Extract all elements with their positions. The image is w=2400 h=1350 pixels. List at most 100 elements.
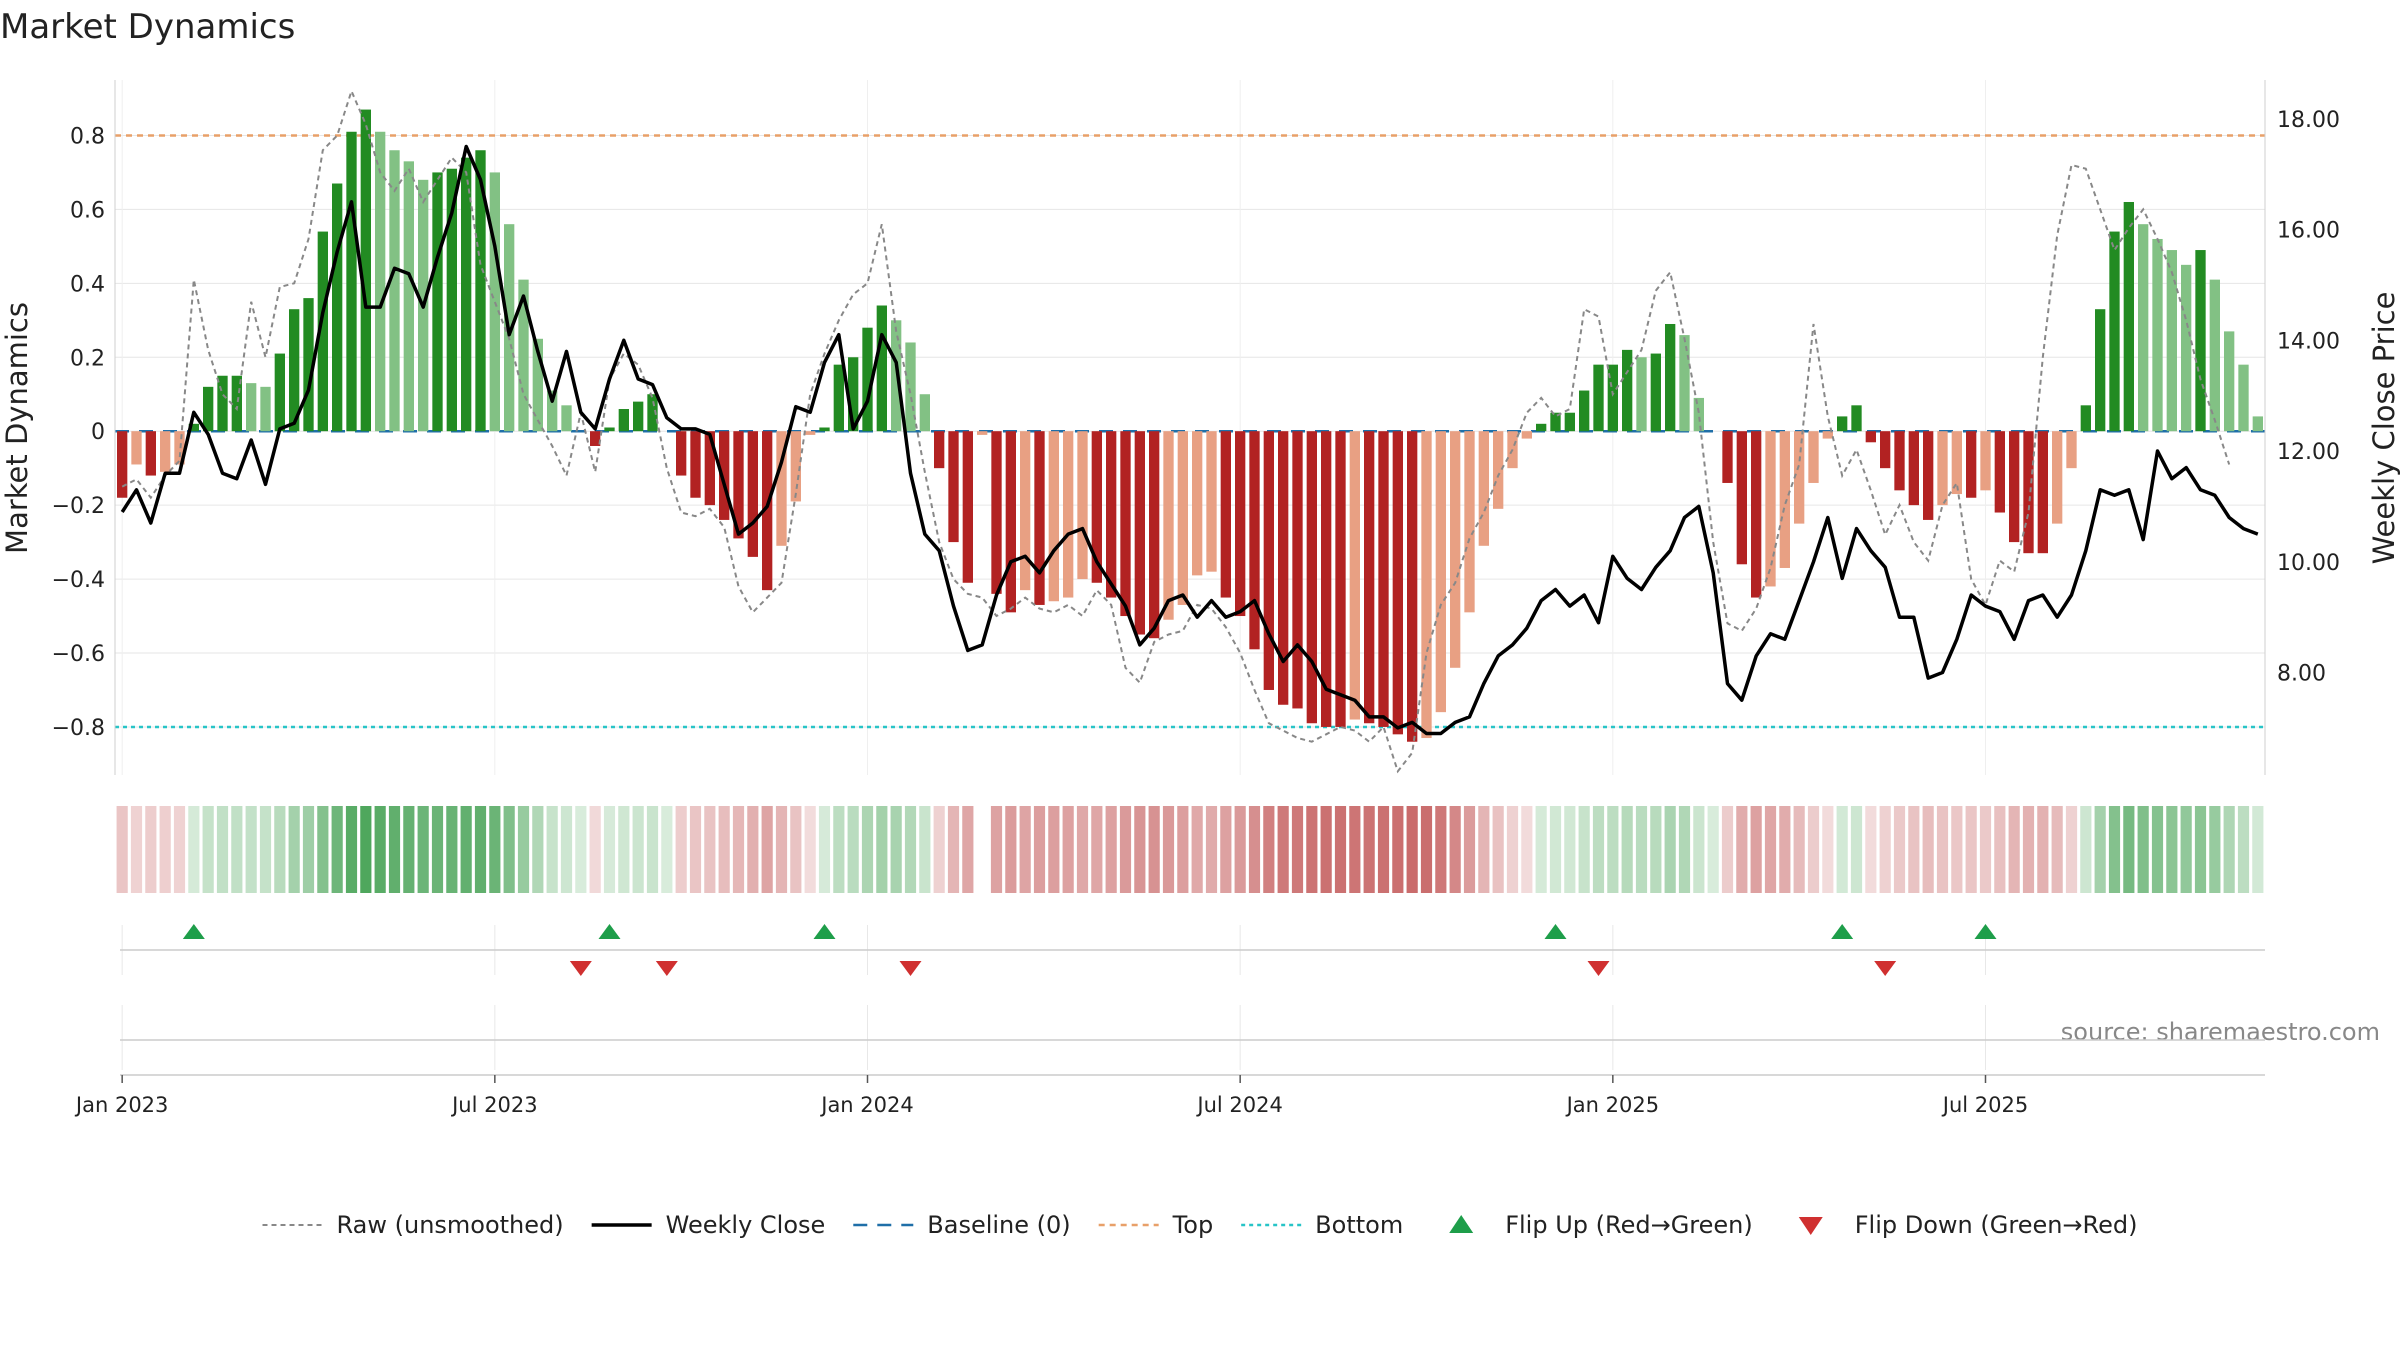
bar	[117, 431, 128, 498]
strip-cell	[1033, 806, 1046, 893]
date-tick-label: Jul 2023	[450, 1093, 537, 1117]
legend-item-baseline: Baseline (0)	[853, 1211, 1071, 1239]
strip-cell	[1363, 806, 1375, 893]
axes-layer: −0.8 −0.6 −0.4 −0.2 0 0.2 0.4 0.6 0.8 8.00 10.00 12…	[52, 80, 2340, 775]
bar	[403, 161, 414, 432]
y-tick-label: 0.4	[70, 272, 105, 297]
bar	[676, 431, 687, 476]
strip-cell	[732, 806, 745, 893]
bar	[2080, 405, 2091, 432]
strip-cell	[1807, 806, 1820, 893]
bar	[375, 131, 386, 432]
strip-cell	[933, 806, 945, 893]
strip-cell	[2065, 806, 2078, 893]
bar	[747, 431, 758, 557]
strip-cell	[1506, 806, 1519, 893]
bar	[1120, 431, 1131, 617]
flip-down-marker	[899, 961, 922, 976]
strip-cell	[618, 806, 630, 893]
strip-cell	[145, 806, 157, 893]
strip-cell	[360, 806, 372, 893]
strip-cell	[1578, 806, 1590, 893]
strip-cell	[1449, 806, 1461, 893]
bar	[1263, 431, 1274, 690]
strip-cell	[1105, 806, 1117, 893]
bar	[2181, 264, 2192, 432]
bar	[518, 279, 529, 432]
bar	[1593, 364, 1604, 432]
flip-up-marker	[598, 924, 621, 939]
bar	[2224, 331, 2235, 432]
bar	[1765, 431, 1776, 587]
strip-cell	[704, 806, 716, 893]
strip-cell	[1549, 806, 1562, 893]
bar	[1923, 431, 1934, 520]
strip-cell	[1779, 806, 1791, 893]
bar	[461, 157, 472, 432]
strip-cell	[990, 806, 1003, 893]
strip-cell	[1793, 806, 1805, 893]
bar	[231, 375, 242, 432]
bar	[2052, 431, 2063, 524]
bar	[2066, 431, 2077, 469]
strip-cell	[231, 806, 243, 893]
strip-cell	[1707, 806, 1719, 893]
strip-cell	[1119, 806, 1132, 893]
strip-cell	[1291, 806, 1304, 893]
bar	[1865, 431, 1876, 443]
bar	[690, 431, 701, 498]
strip-cell	[188, 806, 200, 893]
strip-cell	[747, 806, 759, 893]
bar	[1722, 431, 1733, 483]
legend-label: Raw (unsmoothed)	[337, 1211, 564, 1239]
strip-cell	[2252, 806, 2264, 893]
bar	[1435, 431, 1446, 713]
legend-label: Bottom	[1315, 1211, 1403, 1239]
strip-cell	[1062, 806, 1074, 893]
flip-down-marker	[569, 961, 592, 976]
bar	[1034, 431, 1045, 605]
strip-cell	[2137, 806, 2149, 893]
bar	[805, 431, 816, 435]
bar	[1736, 431, 1747, 565]
bar	[1994, 431, 2005, 513]
bar	[1292, 431, 1303, 709]
strip-cell	[474, 806, 487, 893]
bar	[1478, 431, 1489, 546]
bar	[547, 390, 558, 432]
bar	[160, 431, 171, 472]
legend-item-top: Top	[1098, 1211, 1214, 1239]
bar	[1349, 431, 1360, 720]
date-tick-label: Jan 2023	[74, 1093, 169, 1117]
bar	[1005, 431, 1016, 613]
bar	[1607, 364, 1618, 432]
strip-cell	[861, 806, 874, 893]
bar	[876, 305, 887, 432]
flip-up-marker	[1544, 924, 1567, 939]
bar	[1278, 431, 1289, 705]
strip-cell	[1420, 806, 1433, 893]
strip-cell	[775, 806, 788, 893]
strip-cell	[1865, 806, 1877, 893]
strip-cell	[2166, 806, 2178, 893]
strip-cell	[1836, 806, 1848, 893]
strip-cell	[904, 806, 917, 893]
bar	[1077, 431, 1088, 580]
bar	[2009, 431, 2020, 543]
strip-cell	[575, 806, 587, 893]
legend-label: Top	[1172, 1211, 1214, 1239]
bar	[475, 150, 486, 432]
bar	[776, 431, 787, 546]
bar	[1392, 431, 1403, 735]
strip-cell	[1334, 806, 1347, 893]
bar	[1163, 431, 1174, 620]
bar	[733, 431, 744, 539]
bar	[1321, 431, 1332, 727]
bar	[1937, 431, 1948, 506]
legend-label: Flip Up (Red→Green)	[1505, 1211, 1753, 1239]
flip-up-marker	[1974, 924, 1997, 939]
y-tick-label: 0.6	[70, 198, 105, 223]
strip-cell	[503, 806, 515, 893]
bars-layer	[117, 109, 2263, 742]
strip-cell	[245, 806, 257, 893]
